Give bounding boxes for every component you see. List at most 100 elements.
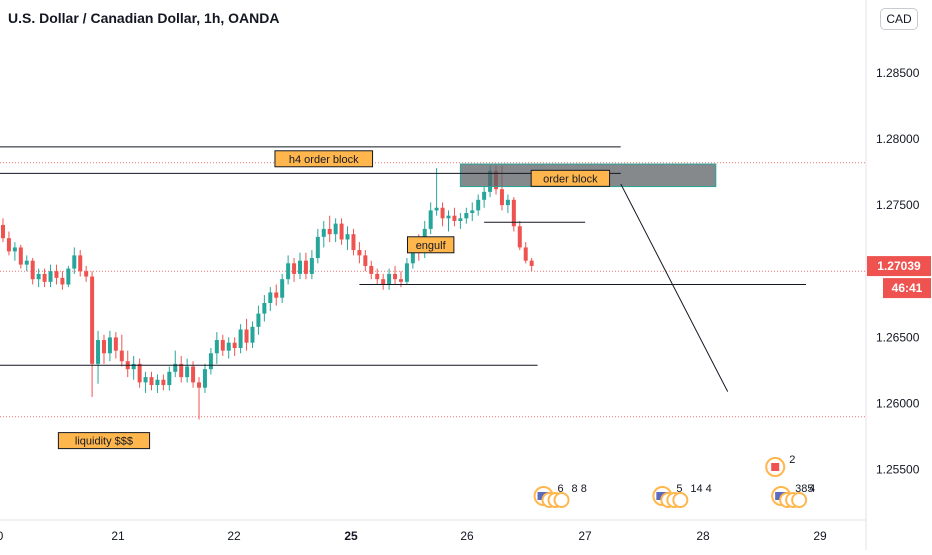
price-tick-label: 1.26000 (876, 397, 920, 411)
candle-body (220, 340, 225, 351)
candle-body (375, 273, 380, 280)
candle-body (470, 210, 475, 214)
price-tick-label: 1.25500 (876, 463, 920, 477)
candle-body (446, 215, 451, 219)
candle-body (482, 191, 487, 200)
candle-body (381, 279, 386, 285)
candle-body (315, 236, 320, 259)
candle-body (256, 313, 261, 327)
candle-body (42, 273, 47, 282)
currency-button[interactable]: CAD (880, 8, 918, 30)
candle-body (232, 342, 237, 348)
candle-body (244, 329, 249, 343)
candle-body (137, 363, 142, 383)
candle-body (262, 303, 267, 314)
candle-body (280, 279, 285, 298)
candle-body (24, 260, 29, 265)
candle-body (48, 271, 53, 282)
candle-body (292, 263, 297, 274)
current-price-value: 1.27039 (877, 259, 921, 273)
candle-body (202, 369, 207, 388)
annotation-box (406, 236, 455, 254)
time-tick-label: 29 (813, 529, 827, 543)
event-count: 6 (558, 483, 564, 495)
candle-body (90, 276, 95, 364)
stacked-event-icon (791, 492, 808, 508)
candle-body (30, 260, 35, 280)
candle-body (161, 379, 166, 386)
candle-body (321, 228, 326, 237)
candle-body (72, 255, 77, 269)
candle-body (393, 273, 398, 280)
candle-body (250, 326, 255, 343)
candle-body (197, 382, 202, 388)
candle-body (398, 279, 403, 282)
time-tick-label: 27 (578, 529, 592, 543)
countdown-value: 46:41 (892, 281, 923, 295)
countdown-tag (883, 278, 931, 299)
candle-body (505, 199, 510, 206)
candle-body (499, 189, 504, 206)
candle-body (458, 218, 463, 221)
stacked-event-icon (553, 492, 570, 508)
time-tick-label: 22 (227, 529, 241, 543)
candle-body (357, 250, 362, 256)
event-count: 5 (676, 483, 682, 495)
stacked-event-icon (672, 492, 689, 508)
candle-body (66, 268, 71, 285)
candle-body (345, 234, 350, 240)
event-extra: 8 8 (572, 483, 587, 495)
candle-body (84, 271, 89, 277)
candle-body (107, 337, 112, 354)
candle-body (238, 329, 243, 348)
current-price-tag (867, 256, 931, 277)
candle-body (410, 244, 415, 264)
candle-body (452, 215, 457, 221)
candle-body (363, 255, 368, 266)
candle-body (185, 366, 190, 378)
price-tick-label: 1.26500 (876, 330, 920, 344)
time-tick-label: 21 (111, 529, 125, 543)
candle-body (286, 263, 291, 280)
candle-body (60, 277, 65, 285)
candle-body (54, 271, 59, 278)
annotation-label: engulf (416, 240, 447, 252)
candle-body (6, 238, 11, 252)
event-extra: 14 4 (690, 483, 711, 495)
annotation-box (57, 432, 151, 450)
annotation-label: h4 order block (289, 154, 359, 166)
time-tick-label: 26 (460, 529, 474, 543)
candle-body (36, 273, 41, 280)
candle-body (351, 234, 356, 251)
candle-body (208, 353, 213, 370)
event-count: 2 (789, 454, 795, 466)
candle-body (78, 255, 83, 272)
event-count: 385 (795, 483, 813, 495)
candle-body (369, 265, 374, 274)
chart-title: U.S. Dollar / Canadian Dollar, 1h, OANDA (8, 10, 280, 26)
candle-body (517, 226, 522, 248)
candle-body (96, 340, 101, 364)
annotation-box (530, 169, 611, 187)
candle-body (440, 207, 445, 219)
candle-body (511, 199, 516, 227)
price-tick-label: 1.27500 (876, 198, 920, 212)
candle-body (464, 213, 469, 219)
candle-body (529, 260, 534, 266)
candle-body (339, 223, 344, 240)
candle-body (131, 363, 136, 370)
candle-body (298, 260, 302, 274)
candle-body (327, 228, 332, 235)
candle-body (404, 263, 409, 282)
candle-body (428, 210, 433, 229)
candle-body (149, 377, 154, 386)
candle-body (309, 258, 314, 274)
projection-line (620, 183, 729, 392)
price-tick-label: 1.28500 (876, 66, 920, 80)
candle-body (119, 350, 124, 362)
time-tick-label: 0 (0, 529, 4, 543)
candle-body (173, 363, 178, 372)
candle-body (303, 260, 308, 274)
